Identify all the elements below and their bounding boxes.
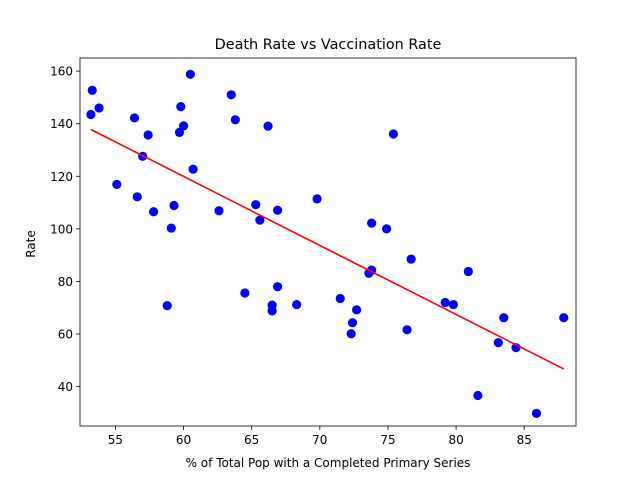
data-point xyxy=(214,206,224,216)
data-point xyxy=(267,306,277,316)
x-tick-label: 70 xyxy=(312,433,327,447)
data-point xyxy=(440,297,450,308)
data-point xyxy=(352,305,362,315)
data-point xyxy=(143,130,153,140)
data-point xyxy=(174,127,185,137)
y-axis-label: Rate xyxy=(24,230,38,258)
x-tick-label: 65 xyxy=(244,433,259,447)
x-tick-label: 80 xyxy=(448,433,463,447)
data-point xyxy=(87,85,97,95)
y-tick-label: 120 xyxy=(50,170,73,184)
data-point xyxy=(178,121,189,131)
data-point xyxy=(448,299,458,310)
data-point xyxy=(226,90,236,100)
data-point xyxy=(272,282,283,292)
y-tick-label: 160 xyxy=(50,65,73,79)
data-point xyxy=(381,224,392,234)
y-tick-label: 40 xyxy=(58,380,73,394)
y-tick-label: 60 xyxy=(58,328,73,342)
data-point xyxy=(112,179,122,190)
x-tick-label: 85 xyxy=(517,433,532,447)
data-point xyxy=(388,129,399,139)
data-point xyxy=(185,69,195,79)
data-point xyxy=(499,313,509,323)
data-point xyxy=(347,318,358,328)
data-point xyxy=(463,266,473,277)
data-point xyxy=(312,194,322,204)
chart-title: Death Rate vs Vaccination Rate xyxy=(215,37,442,53)
x-tick-label: 55 xyxy=(108,433,123,447)
data-point xyxy=(169,200,179,211)
data-point xyxy=(94,103,104,113)
data-point xyxy=(367,218,377,228)
data-point xyxy=(188,164,198,174)
data-point xyxy=(166,223,176,233)
data-point xyxy=(292,299,302,310)
data-point xyxy=(406,254,416,264)
y-tick-label: 100 xyxy=(50,222,73,236)
data-point xyxy=(230,115,240,125)
plot-area: 55 60 65 70 75 80 85 40 60 80 100 120 140 160 xyxy=(50,57,577,447)
x-tick-label: 60 xyxy=(176,433,191,447)
data-point xyxy=(402,325,412,335)
trend-line xyxy=(90,128,565,370)
y-tick-label: 140 xyxy=(50,117,73,131)
data-point xyxy=(251,200,261,210)
x-tick-label: 75 xyxy=(380,433,395,447)
data-point xyxy=(335,293,345,304)
data-point xyxy=(346,329,356,339)
data-point xyxy=(272,205,283,215)
data-point xyxy=(531,408,542,418)
data-point xyxy=(240,288,250,298)
data-point xyxy=(255,215,265,225)
data-point xyxy=(132,192,142,202)
x-axis-label: % of Total Pop with a Completed Primary … xyxy=(186,456,471,470)
data-point xyxy=(473,390,483,401)
data-point xyxy=(263,121,273,131)
data-point xyxy=(129,113,140,123)
y-tick-label: 80 xyxy=(58,275,73,289)
data-point xyxy=(176,102,186,112)
data-point xyxy=(86,109,96,120)
data-point xyxy=(559,313,569,323)
data-point xyxy=(148,207,159,217)
data-point xyxy=(162,301,172,311)
axes-frame xyxy=(79,57,577,427)
data-point xyxy=(493,338,503,348)
